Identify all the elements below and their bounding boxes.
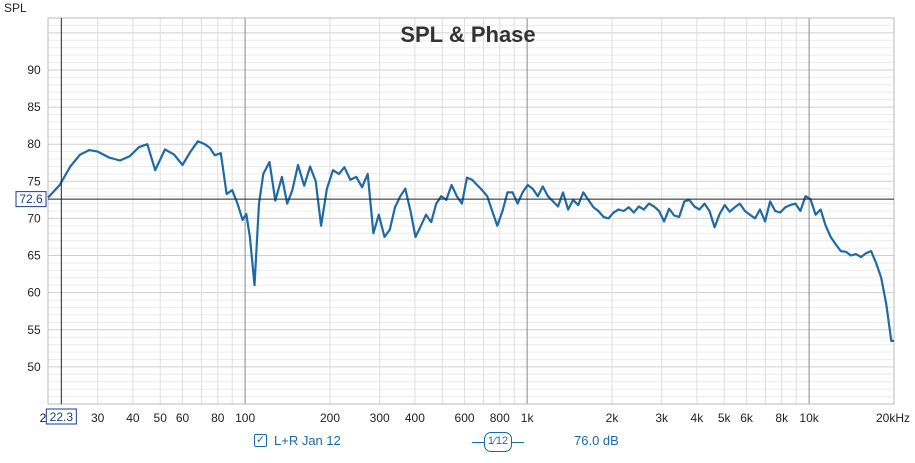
x-tick-label: 200 bbox=[320, 411, 340, 425]
x-tick-label: 2k bbox=[606, 411, 620, 425]
x-tick-label: 80 bbox=[211, 411, 225, 425]
y-tick-labels: 90 85 80 75 70 65 60 55 50 bbox=[27, 63, 41, 374]
x-tick-label: 100 bbox=[235, 411, 255, 425]
spl-curve bbox=[47, 140, 894, 342]
x-tick-label: 3k bbox=[655, 411, 669, 425]
legend-bar: ✓ L+R Jan 12 1⁄12 76.0 dB bbox=[0, 430, 915, 460]
svg-text:22.3: 22.3 bbox=[50, 410, 74, 424]
x-tick-label: 300 bbox=[370, 411, 390, 425]
x-tick-labels: 30 40 50 60 80 100 200 300 400 600 800 1k 2k 3k 4k 5k 6k… bbox=[91, 411, 910, 425]
svg-text:2: 2 bbox=[40, 411, 47, 425]
x-tick-label: 5k bbox=[718, 411, 732, 425]
level-value[interactable]: 76.0 dB bbox=[574, 433, 619, 448]
cursor-x-readout: 2 22.3 bbox=[40, 408, 77, 425]
x-tick-label: 6k bbox=[740, 411, 754, 425]
grid-lines bbox=[47, 17, 895, 405]
spl-chart[interactable]: SPL & Phase SPL 90 85 80 75 70 65 60 55 50 30 40 5… bbox=[0, 0, 915, 430]
x-tick-label: 50 bbox=[154, 411, 168, 425]
svg-text:72.6: 72.6 bbox=[19, 192, 43, 206]
y-tick-label: 50 bbox=[27, 360, 41, 374]
y-tick-label: 65 bbox=[27, 249, 41, 263]
smoothing-denominator: 12 bbox=[495, 435, 509, 447]
x-tick-label: 4k bbox=[691, 411, 705, 425]
cursor-y-readout: 72.6 bbox=[15, 191, 47, 208]
y-tick-label: 85 bbox=[27, 100, 41, 114]
x-tick-label: 20kHz bbox=[876, 411, 910, 425]
smoothing-numerator: 1 bbox=[487, 435, 495, 447]
y-tick-label: 70 bbox=[27, 211, 41, 225]
y-axis-label: SPL bbox=[4, 1, 27, 15]
smoothing-value[interactable]: 1⁄12 bbox=[484, 432, 512, 452]
x-tick-label: 400 bbox=[405, 411, 425, 425]
x-tick-label: 10k bbox=[799, 411, 819, 425]
y-tick-label: 80 bbox=[27, 137, 41, 151]
series-checkbox[interactable]: ✓ bbox=[254, 434, 267, 447]
x-tick-label: 40 bbox=[126, 411, 140, 425]
x-tick-label: 1k bbox=[521, 411, 535, 425]
chart-title: SPL & Phase bbox=[400, 22, 535, 47]
plot-frame bbox=[47, 17, 895, 405]
x-tick-label: 600 bbox=[455, 411, 475, 425]
y-tick-label: 90 bbox=[27, 63, 41, 77]
x-tick-label: 60 bbox=[176, 411, 190, 425]
y-tick-label: 55 bbox=[27, 323, 41, 337]
y-tick-label: 75 bbox=[27, 174, 41, 188]
smoothing-selector[interactable]: 1⁄12 bbox=[472, 430, 524, 458]
y-tick-label: 60 bbox=[27, 286, 41, 300]
series-label[interactable]: L+R Jan 12 bbox=[274, 433, 341, 448]
x-tick-label: 800 bbox=[490, 411, 510, 425]
x-tick-label: 30 bbox=[91, 411, 105, 425]
x-tick-label: 8k bbox=[775, 411, 789, 425]
